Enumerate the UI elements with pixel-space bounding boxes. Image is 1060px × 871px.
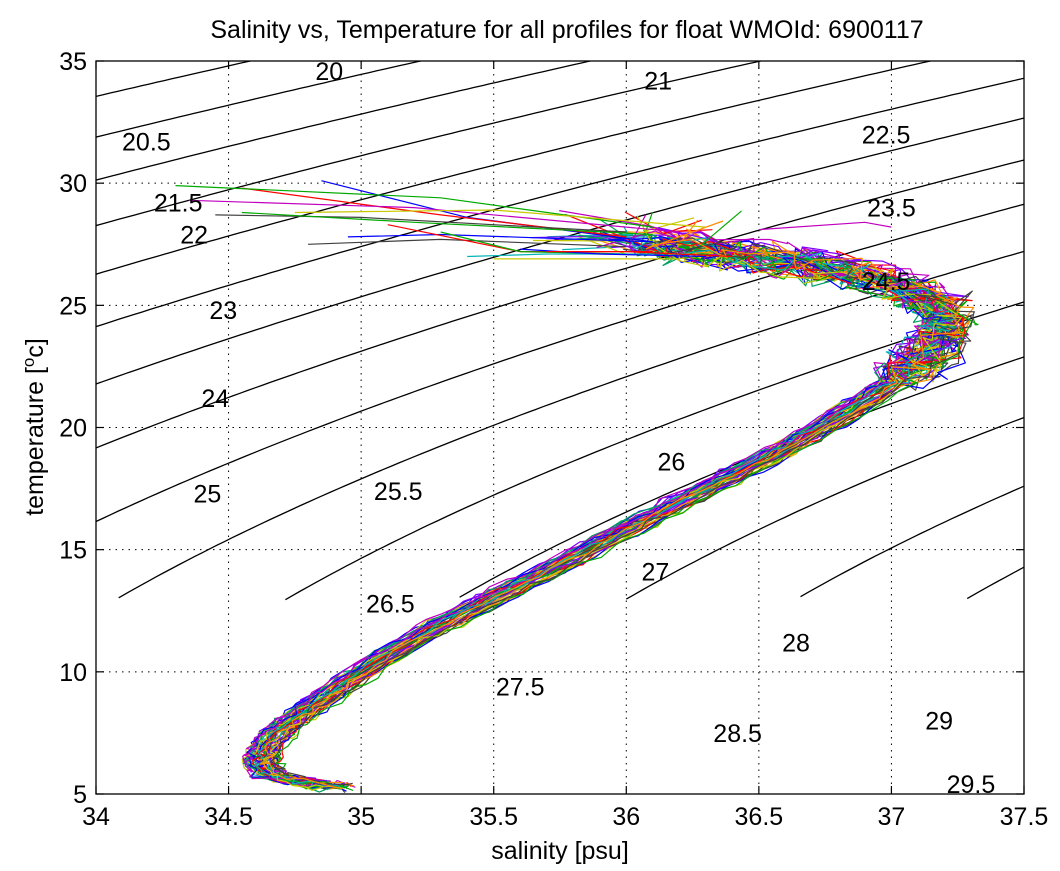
profile-line [243, 214, 942, 787]
plot-area [96, 61, 1024, 794]
profile-surface-segment [321, 180, 653, 243]
profile-surface-segment [188, 199, 680, 233]
profile-surface-segment [546, 251, 733, 258]
x-tick-label: 34 [82, 803, 110, 831]
profile-line [268, 232, 969, 787]
density-contour-line [800, 485, 1024, 598]
x-tick-label: 36.5 [735, 803, 784, 831]
density-contour-line [96, 61, 424, 138]
profile-surface-segment [347, 233, 653, 243]
density-contour-label: 25.5 [374, 478, 423, 506]
profile-surface-segment [758, 221, 892, 231]
density-contour-label: 26 [657, 449, 685, 477]
density-contour-line [96, 159, 1024, 449]
density-contour-label: 28 [782, 630, 810, 658]
density-contour-label: 20 [315, 58, 343, 86]
density-contour-label: 26.5 [366, 590, 415, 618]
density-contour-label: 21 [644, 68, 672, 96]
profile-surface-segment [308, 238, 627, 248]
y-tick-label: 30 [59, 170, 87, 198]
density-contour-label: 20.5 [122, 129, 171, 157]
density-contour-label: 24.5 [862, 268, 911, 296]
density-contour-line [96, 61, 254, 98]
density-contour-line [96, 77, 1024, 328]
density-contour-line [96, 117, 1024, 385]
x-tick-label: 35 [347, 803, 375, 831]
density-contour-line [625, 416, 1024, 600]
density-contour-line [96, 61, 764, 227]
profile-line [261, 215, 962, 789]
x-tick-label: 34.5 [204, 803, 253, 831]
y-tick-label: 20 [59, 415, 87, 443]
y-tick-label: 25 [59, 292, 87, 320]
chart-title: Salinity vs, Temperature for all profile… [210, 16, 923, 44]
density-contour-line [96, 61, 934, 275]
density-contour-label: 22 [180, 221, 208, 249]
x-axis-label: salinity [psu] [491, 837, 629, 865]
density-contour-label: 28.5 [713, 720, 762, 748]
float-profiles [175, 180, 979, 793]
density-contour-label: 23.5 [867, 195, 916, 223]
profile-surface-segment [215, 214, 627, 233]
density-contour-label: 24 [201, 385, 229, 413]
y-tick-label: 15 [59, 537, 87, 565]
y-tick-label: 35 [59, 48, 87, 76]
density-contour-label: 29 [925, 708, 953, 736]
x-tick-label: 37 [878, 803, 906, 831]
density-contour-label: 27.5 [496, 673, 545, 701]
profile-surface-segment [520, 248, 706, 258]
density-contour-line [96, 203, 1024, 523]
profile-line [259, 220, 964, 790]
density-contour-label: 25 [193, 480, 221, 508]
profile-line [257, 232, 968, 788]
density-contour-label: 21.5 [154, 190, 203, 218]
density-contour-label: 27 [642, 559, 670, 587]
y-tick-label: 5 [73, 781, 87, 809]
density-contour-label: 22.5 [862, 121, 911, 149]
profile-line [270, 237, 976, 786]
density-contour-line [118, 250, 1024, 599]
density-contour-line [285, 301, 1024, 601]
axis-ticks: 34 34.5 35 35.5 36 36.5 37 37.5 5 10 15 20 25 30 35 [59, 48, 1048, 831]
y-tick-label: 10 [59, 659, 87, 687]
x-tick-label: 35.5 [469, 803, 518, 831]
density-contour-label: 29.5 [947, 771, 996, 799]
density-contour-line [966, 566, 1024, 600]
y-axis-label: temperature [oc] [19, 338, 49, 516]
x-tick-label: 37.5 [1000, 803, 1049, 831]
profile-surface-segment [294, 209, 706, 228]
x-tick-label: 36 [612, 803, 640, 831]
density-contour-line [96, 61, 594, 181]
density-contour-label: 23 [209, 297, 237, 325]
profile-surface-segment [241, 211, 653, 236]
